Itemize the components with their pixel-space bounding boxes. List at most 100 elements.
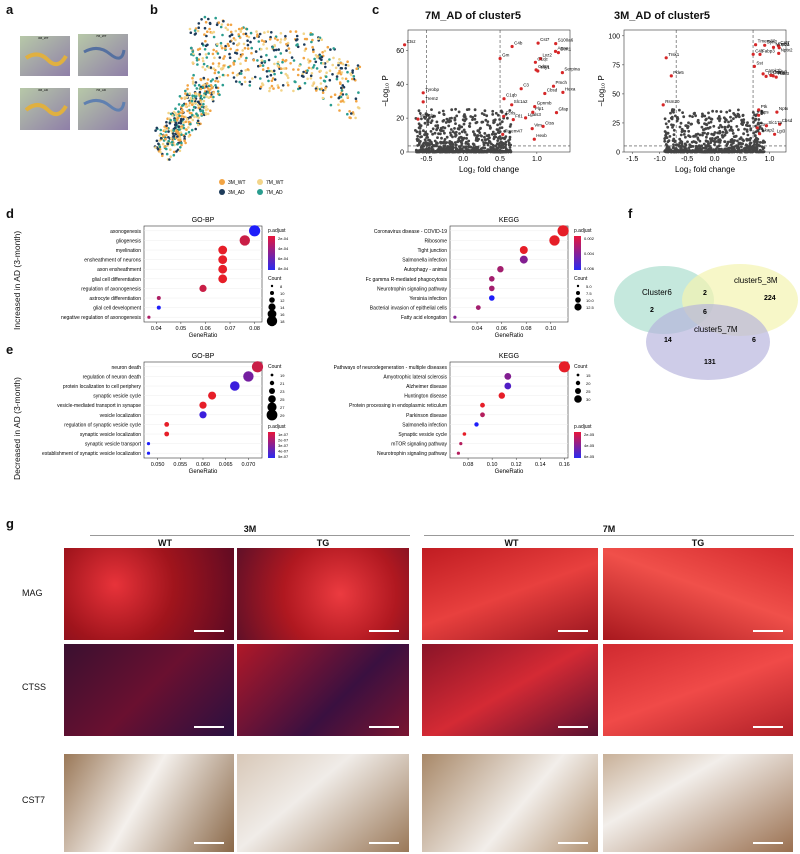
volcano-point: [496, 123, 499, 127]
volcano-gene-label: Ctsz: [407, 39, 417, 44]
spatial-spot: [311, 45, 314, 49]
volcano-gene-label: Hexb: [536, 133, 547, 138]
volcano-point: [468, 122, 472, 125]
spatial-spot: [329, 103, 333, 107]
dotplot-xtick: 0.14: [535, 462, 546, 468]
spatial-spot: [204, 53, 208, 56]
volcano-point: [427, 146, 431, 150]
volcano-point: [759, 149, 762, 153]
svg-text:7M_WT: 7M_WT: [96, 34, 107, 38]
panel-label-e: e: [6, 342, 14, 357]
dotplot-point: [498, 392, 505, 399]
volcano-point: [729, 119, 733, 123]
tissue-tile-7m-ad: 7M_AD: [78, 88, 128, 130]
volcano-point: [441, 109, 445, 113]
spatial-spot: [257, 40, 261, 43]
volcano-point: [456, 139, 460, 143]
spatial-spot: [319, 76, 322, 80]
volcano-point: [753, 134, 757, 138]
volcano-point: [484, 138, 488, 142]
volcano-sig-point: [664, 56, 668, 60]
spatial-spot: [206, 91, 210, 94]
volcano-point: [504, 140, 508, 144]
legend-count-value: 27: [280, 405, 285, 410]
spatial-spot: [203, 68, 207, 71]
volcano-point: [705, 135, 708, 139]
volcano-point: [717, 138, 720, 142]
volcano-point: [724, 131, 728, 135]
spatial-spot: [339, 95, 343, 99]
spatial-spot: [194, 127, 197, 131]
volcano-point: [728, 128, 732, 132]
spatial-spot: [257, 64, 260, 68]
dotplot-xtick: 0.10: [545, 326, 556, 332]
spatial-spot: [229, 40, 232, 43]
spatial-spot: [169, 119, 172, 122]
dotplot-category-label: Huntington disease: [404, 394, 447, 400]
legend-padjust-value: 2e-07: [278, 438, 289, 443]
spatial-spot: [240, 69, 243, 73]
spatial-spot: [263, 60, 267, 63]
row-label-mag: MAG: [22, 588, 43, 598]
spatial-spot: [178, 137, 182, 140]
volcano-point: [683, 129, 687, 133]
panel-label-g: g: [6, 516, 14, 531]
spatial-spot: [165, 152, 169, 156]
volcano-point: [493, 132, 497, 136]
volcano-point: [728, 109, 732, 112]
spatial-spot: [212, 30, 216, 34]
spatial-spot: [339, 66, 343, 70]
volcano-point: [441, 126, 445, 129]
spatial-spot: [348, 110, 351, 113]
volcano-point: [680, 140, 684, 144]
volcano-point: [423, 117, 427, 120]
spatial-spot: [214, 16, 217, 20]
spatial-spot: [195, 112, 198, 115]
panel-label-c: c: [372, 2, 380, 17]
volcano-point: [476, 134, 480, 137]
spatial-spot: [174, 111, 177, 115]
volcano-point: [739, 136, 743, 140]
volcano-point: [668, 135, 672, 138]
volcano-point: [458, 132, 461, 135]
dotplot-category-label: mTOR signaling pathway: [391, 442, 447, 448]
legend-dot-3m-wt: [219, 179, 225, 185]
volcano-point: [709, 139, 713, 143]
volcano-point: [508, 109, 512, 112]
volcano-point: [508, 143, 511, 147]
volcano-point: [739, 141, 742, 145]
volcano-xtick: 0.0: [710, 156, 720, 163]
spatial-spot: [321, 62, 325, 65]
spatial-spot: [229, 47, 232, 51]
volcano-point: [715, 110, 718, 113]
spatial-spot: [209, 79, 213, 83]
spatial-spot: [279, 52, 283, 55]
volcano-gene-label: Cd68: [538, 64, 549, 69]
spatial-spot: [185, 95, 189, 99]
volcano-xtick: 1.0: [765, 156, 775, 163]
spatial-spot: [356, 64, 360, 67]
volcano-gene-label: Cbsd: [547, 88, 558, 93]
spatial-spot: [274, 48, 278, 52]
volcano-point: [748, 124, 751, 128]
volcano-point: [453, 127, 456, 130]
volcano-gene-label: Pde5: [673, 70, 684, 75]
volcano-point: [762, 146, 766, 150]
dotplot-point: [230, 381, 240, 391]
volcano-point: [676, 150, 680, 154]
spatial-spot: [287, 47, 291, 50]
spatial-spot: [270, 31, 273, 34]
spatial-spot: [261, 82, 264, 85]
volcano-point: [682, 133, 686, 136]
venn-label-cluster5-3m: cluster5_3M: [734, 276, 778, 285]
volcano-point: [686, 140, 689, 144]
spatial-spot: [178, 149, 182, 153]
spatial-spot: [315, 67, 319, 70]
volcano-point: [476, 149, 480, 153]
volcano-point: [414, 129, 417, 132]
spatial-spot: [193, 101, 196, 105]
dotplot-category-label: regulation of neuron death: [83, 374, 142, 380]
spatial-spot: [284, 34, 287, 38]
spatial-spot: [346, 70, 349, 74]
volcano-point: [757, 118, 761, 121]
